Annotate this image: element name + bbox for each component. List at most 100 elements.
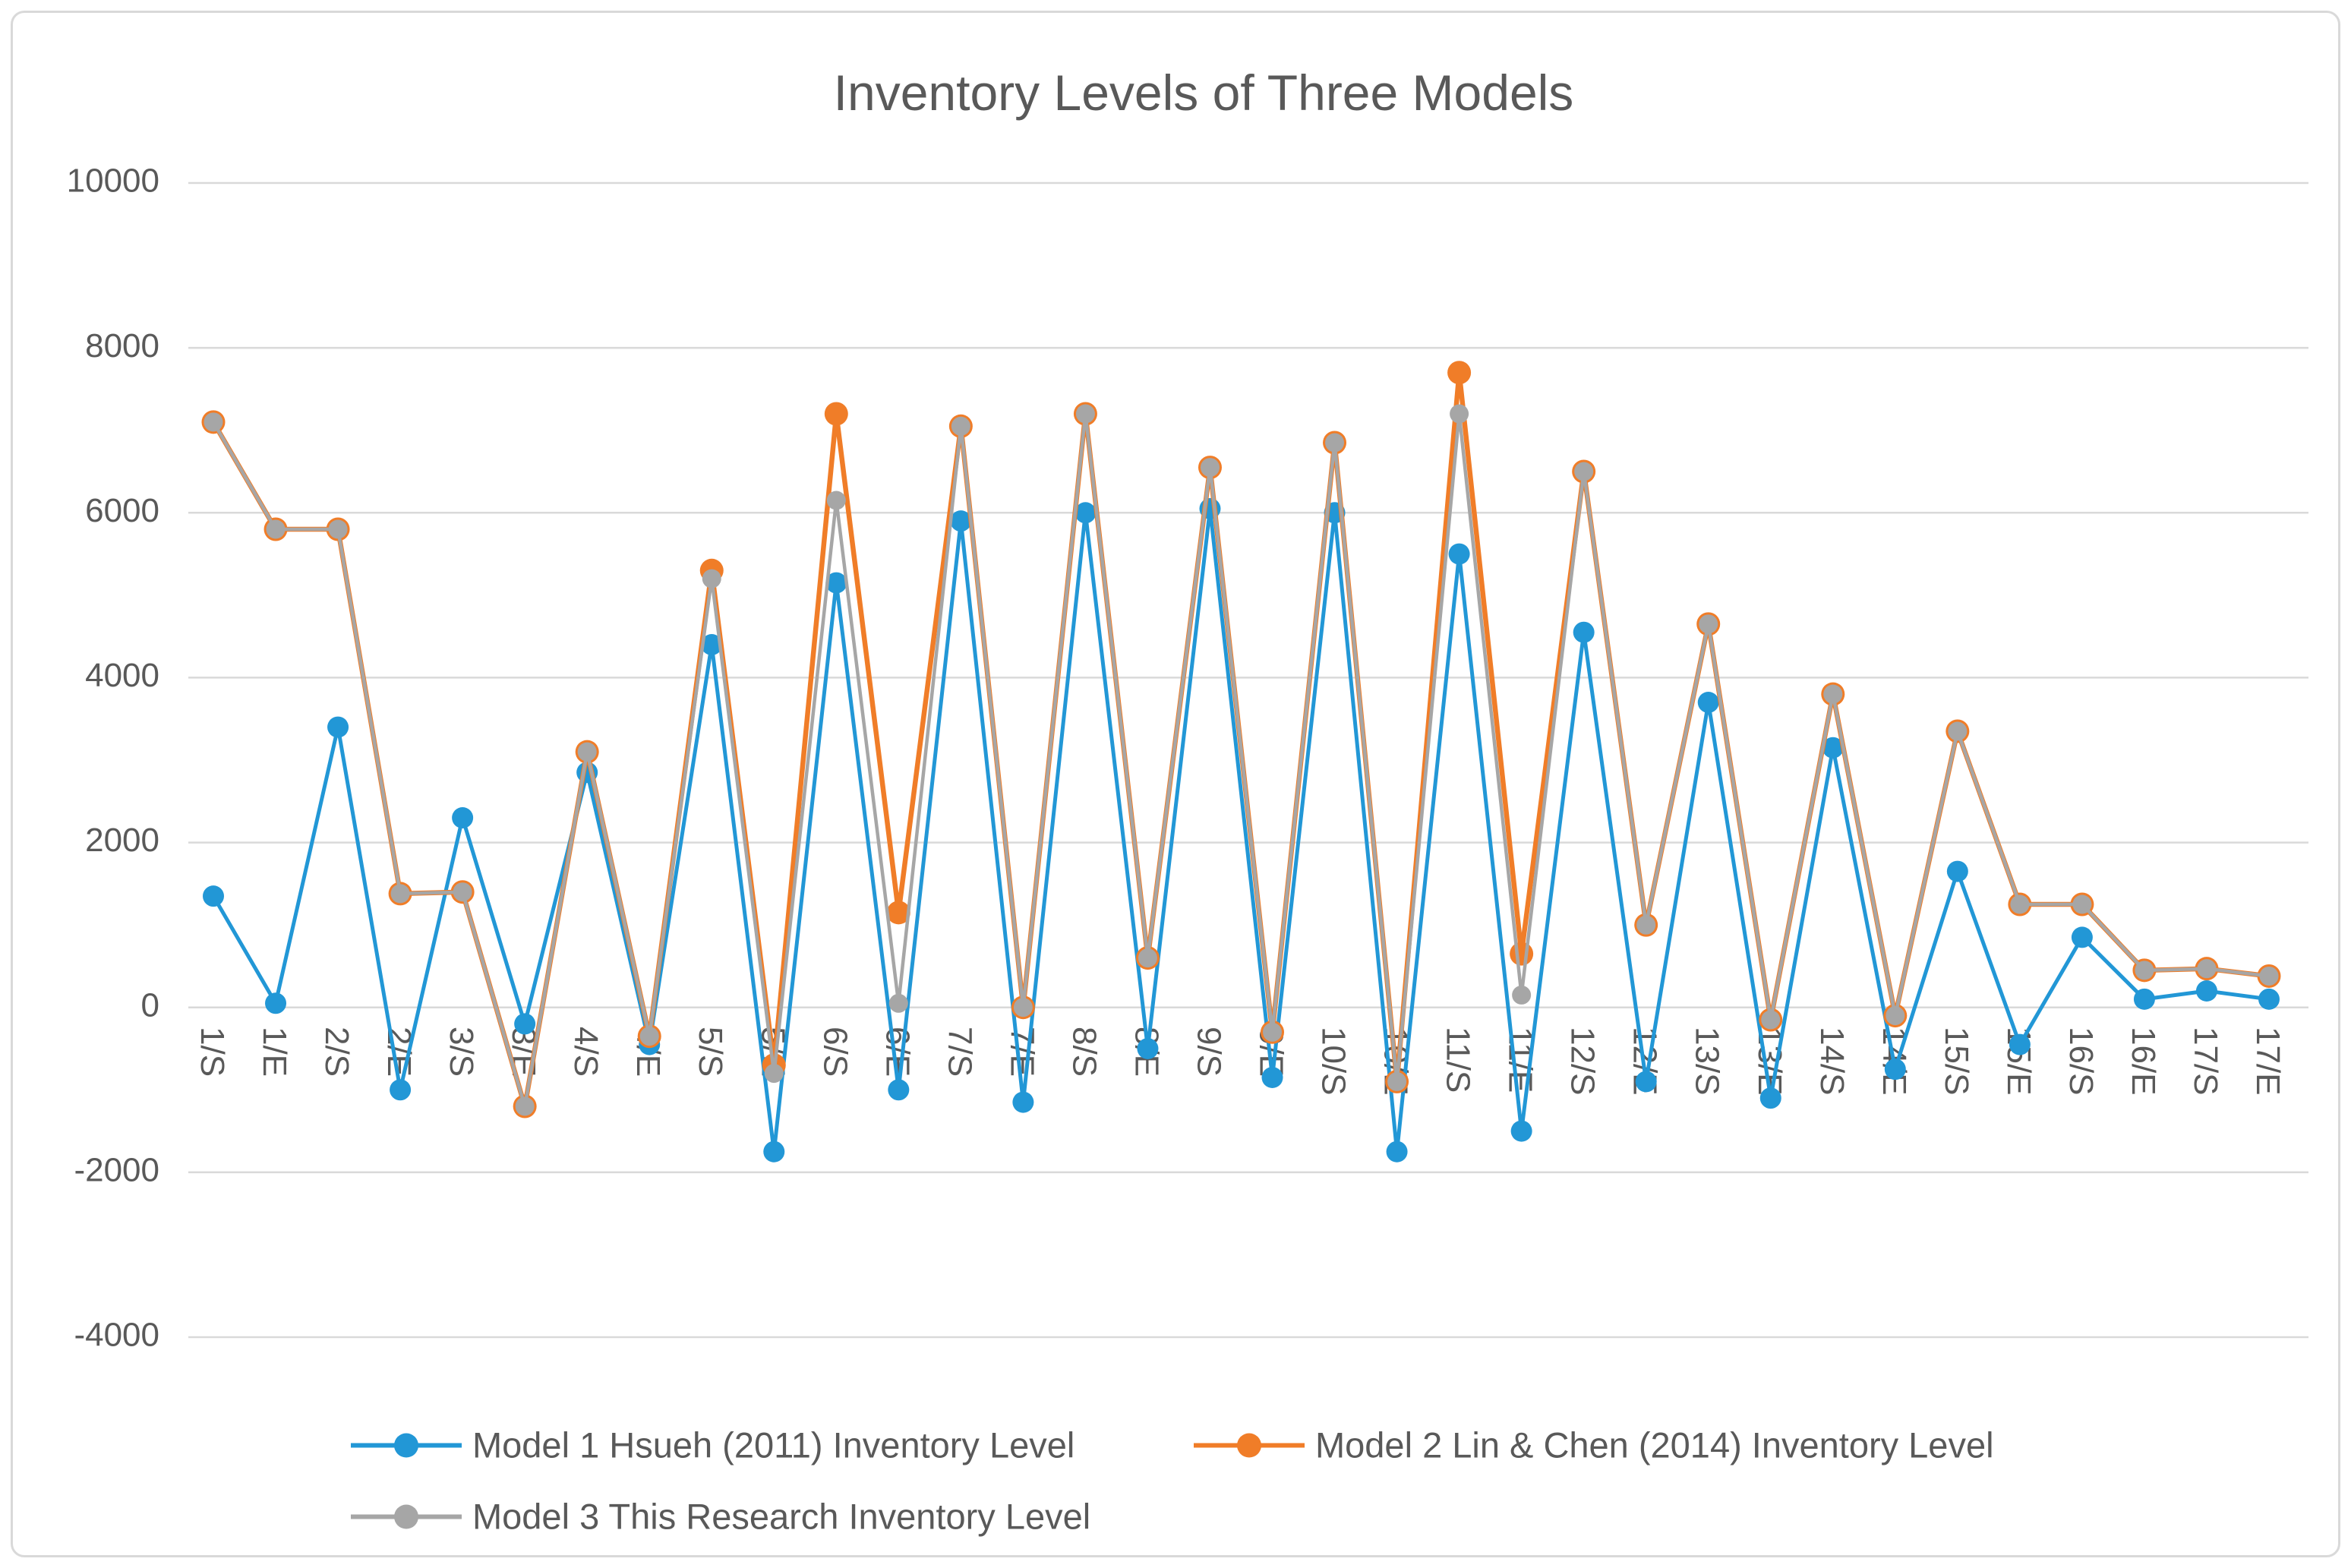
series-3-marker-11-E xyxy=(1512,985,1532,1005)
x-tick-label-9-S: 9/S xyxy=(1190,1027,1227,1077)
series-3-marker-16-E xyxy=(2135,961,2154,980)
series-1-marker-5-E xyxy=(763,1141,785,1163)
series-3-marker-1-E xyxy=(266,519,286,539)
y-tick-label--2000: -2000 xyxy=(74,1151,159,1188)
series-3-marker-8-S xyxy=(1075,404,1095,424)
series-1-marker-13-E xyxy=(1759,1087,1781,1109)
series-3-marker-5-E xyxy=(764,1064,784,1084)
x-tick-label-15-S: 15/S xyxy=(1938,1027,1975,1096)
legend-item-model-2: Model 2 Lin & Chen (2014) Inventory Leve… xyxy=(1192,1424,1994,1466)
series-3-marker-12-E xyxy=(1636,915,1656,935)
series-1-marker-1-E xyxy=(265,992,287,1014)
series-3-marker-4-S xyxy=(577,742,597,762)
series-3-marker-13-E xyxy=(1761,1010,1781,1030)
x-tick-label-17-E: 17/E xyxy=(2249,1027,2286,1096)
series-1-marker-1-S xyxy=(203,885,224,907)
series-1-marker-11-S xyxy=(1448,543,1470,565)
series-3-marker-2-E xyxy=(390,884,410,904)
series-1-marker-8-S xyxy=(1075,502,1097,524)
y-tick-label-4000: 4000 xyxy=(85,657,159,694)
series-3-marker-4-E xyxy=(639,1027,659,1046)
series-3-marker-6-S xyxy=(826,491,846,510)
series-3-marker-2-S xyxy=(328,519,348,539)
legend-item-model-3: Model 3 This Research Inventory Level xyxy=(349,1496,1090,1538)
series-1-marker-17-E xyxy=(2258,988,2280,1010)
x-tick-label-2-S: 2/S xyxy=(318,1027,355,1077)
series-3-marker-11-S xyxy=(1450,404,1469,424)
series-3-marker-17-S xyxy=(2197,959,2217,979)
x-tick-label-11-S: 11/S xyxy=(1440,1027,1477,1093)
x-tick-label-1-S: 1/S xyxy=(194,1027,231,1077)
series-3-marker-7-E xyxy=(1013,998,1033,1017)
legend-item-model-1: Model 1 Hsueh (2011) Inventory Level xyxy=(349,1424,1075,1466)
series-3-marker-16-S xyxy=(2072,894,2092,914)
chart-title: Inventory Levels of Three Models xyxy=(833,65,1574,121)
series-2-marker-11-S xyxy=(1447,361,1472,385)
series-1-marker-6-E xyxy=(888,1079,910,1101)
y-tick-label--4000: -4000 xyxy=(74,1317,159,1354)
x-tick-label-12-S: 12/S xyxy=(1564,1027,1602,1096)
series-3-marker-17-E xyxy=(2259,966,2279,986)
series-3-marker-5-S xyxy=(702,569,721,588)
x-tick-label-13-S: 13/S xyxy=(1689,1027,1726,1096)
x-tick-label-7-E: 7/E xyxy=(1003,1027,1040,1077)
x-tick-label-10-S: 10/S xyxy=(1315,1027,1352,1096)
series-3-marker-1-S xyxy=(204,412,223,432)
series-1-marker-13-S xyxy=(1697,692,1719,713)
series-3-marker-15-E xyxy=(2010,894,2030,914)
x-tick-label-7-S: 7/S xyxy=(941,1027,978,1077)
series-3-marker-7-S xyxy=(951,416,970,436)
series-1-marker-3-E xyxy=(514,1013,536,1035)
series-3-marker-6-E xyxy=(888,993,908,1013)
x-tick-label-3-S: 3/S xyxy=(443,1027,480,1077)
series-1-marker-3-S xyxy=(452,807,474,828)
x-tick-label-8-S: 8/S xyxy=(1065,1027,1103,1077)
series-1-marker-10-E xyxy=(1386,1141,1408,1163)
series-1-marker-11-E xyxy=(1510,1120,1532,1142)
series-2-marker-11-E xyxy=(1510,942,1534,966)
x-tick-label-14-S: 14/S xyxy=(1813,1027,1851,1096)
series-line-1 xyxy=(211,506,2270,1154)
series-3-marker-15-S xyxy=(1948,721,1968,741)
series-1-marker-16-E xyxy=(2133,988,2155,1010)
series-1-marker-2-E xyxy=(390,1079,412,1101)
x-tick-label-6-S: 6/S xyxy=(816,1027,854,1077)
x-tick-label-17-S: 17/S xyxy=(2187,1027,2224,1096)
series-1-marker-6-S xyxy=(825,572,847,594)
series-3-marker-12-S xyxy=(1574,462,1594,481)
series-3-marker-3-E xyxy=(515,1096,535,1116)
legend-marker-model-2-icon xyxy=(1194,1433,1305,1457)
y-tick-label-10000: 10000 xyxy=(67,162,159,200)
series-3-marker-14-E xyxy=(1886,1006,1905,1026)
series-3-marker-8-E xyxy=(1138,948,1157,968)
series-1-marker-7-S xyxy=(950,510,972,532)
legend-label-model-2: Model 2 Lin & Chen (2014) Inventory Leve… xyxy=(1315,1424,1994,1465)
y-tick-label-0: 0 xyxy=(141,986,159,1024)
series-1-marker-5-S xyxy=(701,634,723,655)
series-1-marker-16-S xyxy=(2071,926,2093,948)
series-3-marker-9-E xyxy=(1263,1022,1283,1042)
series-1-marker-14-S xyxy=(1822,737,1844,759)
legend-label-model-3: Model 3 This Research Inventory Level xyxy=(472,1496,1091,1537)
series-3-marker-13-S xyxy=(1699,614,1718,634)
series-1-marker-12-E xyxy=(1635,1071,1657,1093)
series-1-marker-12-S xyxy=(1573,621,1595,643)
series-1-marker-15-S xyxy=(1946,860,1968,882)
series-1-marker-9-E xyxy=(1261,1067,1283,1088)
x-tick-label-16-E: 16/E xyxy=(2125,1027,2162,1096)
x-tick-label-5-S: 5/S xyxy=(692,1027,729,1077)
series-1-marker-15-E xyxy=(2009,1033,2031,1055)
legend-marker-model-1-icon xyxy=(351,1433,462,1457)
series-1-marker-2-S xyxy=(327,716,349,738)
series-line-3 xyxy=(212,412,2270,1109)
series-3-marker-14-S xyxy=(1823,684,1843,704)
x-tick-label-16-S: 16/S xyxy=(2062,1027,2100,1096)
series-1-marker-7-E xyxy=(1012,1091,1034,1113)
series-1-marker-14-E xyxy=(1884,1058,1906,1081)
chart-frame xyxy=(11,11,2340,1557)
x-tick-label-4-S: 4/S xyxy=(567,1027,604,1077)
series-3-marker-3-S xyxy=(453,882,472,902)
legend-label-model-1: Model 1 Hsueh (2011) Inventory Level xyxy=(472,1424,1075,1465)
